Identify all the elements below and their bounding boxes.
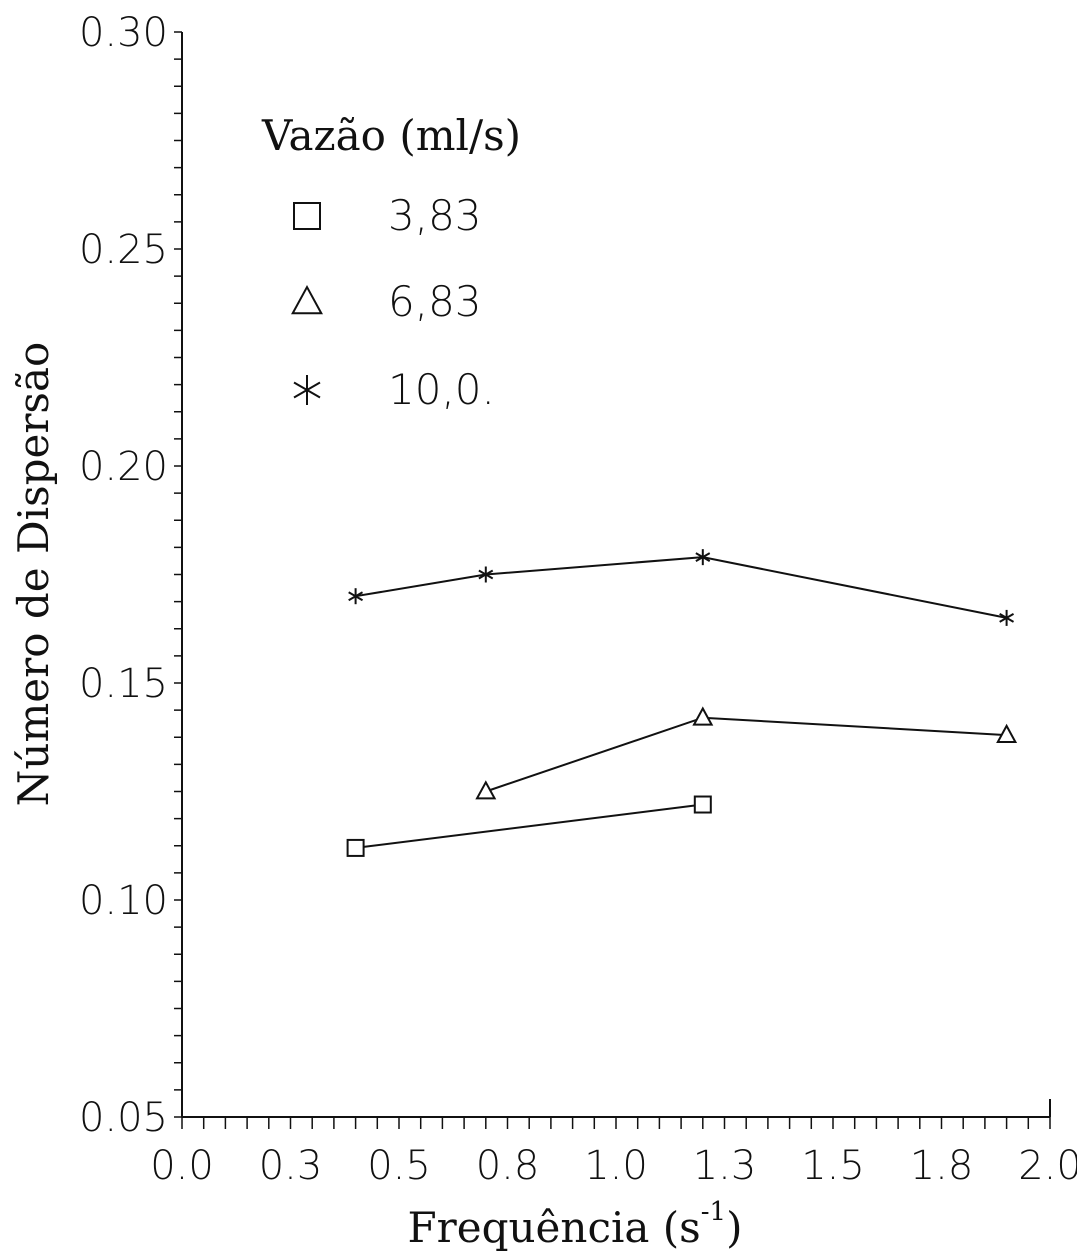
data-point	[693, 795, 712, 814]
legend-entry: 10,0.	[293, 365, 495, 414]
tick-labels: 0.0 0.3 0.5 0.8 1.0 1.3 1.5 1.8 2.0 0.05 0.10 0.15 0…	[79, 10, 1077, 1189]
data-point	[478, 566, 494, 583]
legend-label: 10,0.	[388, 365, 495, 414]
data-point	[475, 780, 497, 800]
series-line	[355, 803, 703, 849]
data-point	[695, 549, 711, 566]
series-triangle	[475, 706, 1018, 800]
legend-label: 6,83	[388, 277, 482, 326]
series	[346, 549, 1018, 857]
series-star	[348, 549, 1015, 626]
x-tick-label: 0.5	[367, 1143, 431, 1189]
legend: Vazão (ml/s) 3,83 6,83 10,0.	[261, 111, 521, 414]
y-tick-label: 0.05	[79, 1095, 168, 1141]
y-tick-label: 0.10	[79, 878, 168, 924]
x-axis-title: Frequência (s-1)	[408, 1197, 743, 1252]
data-point	[999, 609, 1015, 626]
legend-title: Vazão (ml/s)	[261, 111, 521, 160]
y-tick-label: 0.25	[79, 227, 168, 273]
legend-marker-star	[293, 375, 321, 405]
y-tick-label: 0.15	[79, 661, 168, 707]
y-tick-label: 0.20	[79, 444, 168, 490]
x-tick-label: 1.0	[584, 1143, 648, 1189]
x-tick-label: 1.3	[693, 1143, 757, 1189]
legend-entry: 6,83	[291, 277, 482, 326]
x-tick-label: 1.5	[801, 1143, 865, 1189]
series-square	[346, 795, 712, 857]
y-tick-label: 0.30	[79, 10, 168, 56]
data-point	[996, 723, 1018, 743]
data-point	[346, 838, 365, 857]
x-tick-label: 0.8	[476, 1143, 540, 1189]
series-line	[355, 556, 1007, 619]
x-tick-label: 0.0	[150, 1143, 214, 1189]
tick-marks	[174, 31, 1051, 1129]
data-point	[692, 706, 714, 726]
legend-marker-triangle	[291, 284, 323, 315]
legend-label: 3,83	[388, 191, 482, 240]
legend-entry: 3,83	[293, 191, 482, 240]
y-axis-title: Número de Dispersão	[9, 342, 58, 807]
x-tick-label: 1.8	[910, 1143, 974, 1189]
series-line	[485, 716, 1007, 793]
x-tick-label: 2.0	[1018, 1143, 1077, 1189]
data-point	[348, 588, 364, 605]
axes	[181, 32, 1051, 1118]
x-tick-label: 0.3	[259, 1143, 323, 1189]
legend-marker-square	[293, 202, 321, 230]
